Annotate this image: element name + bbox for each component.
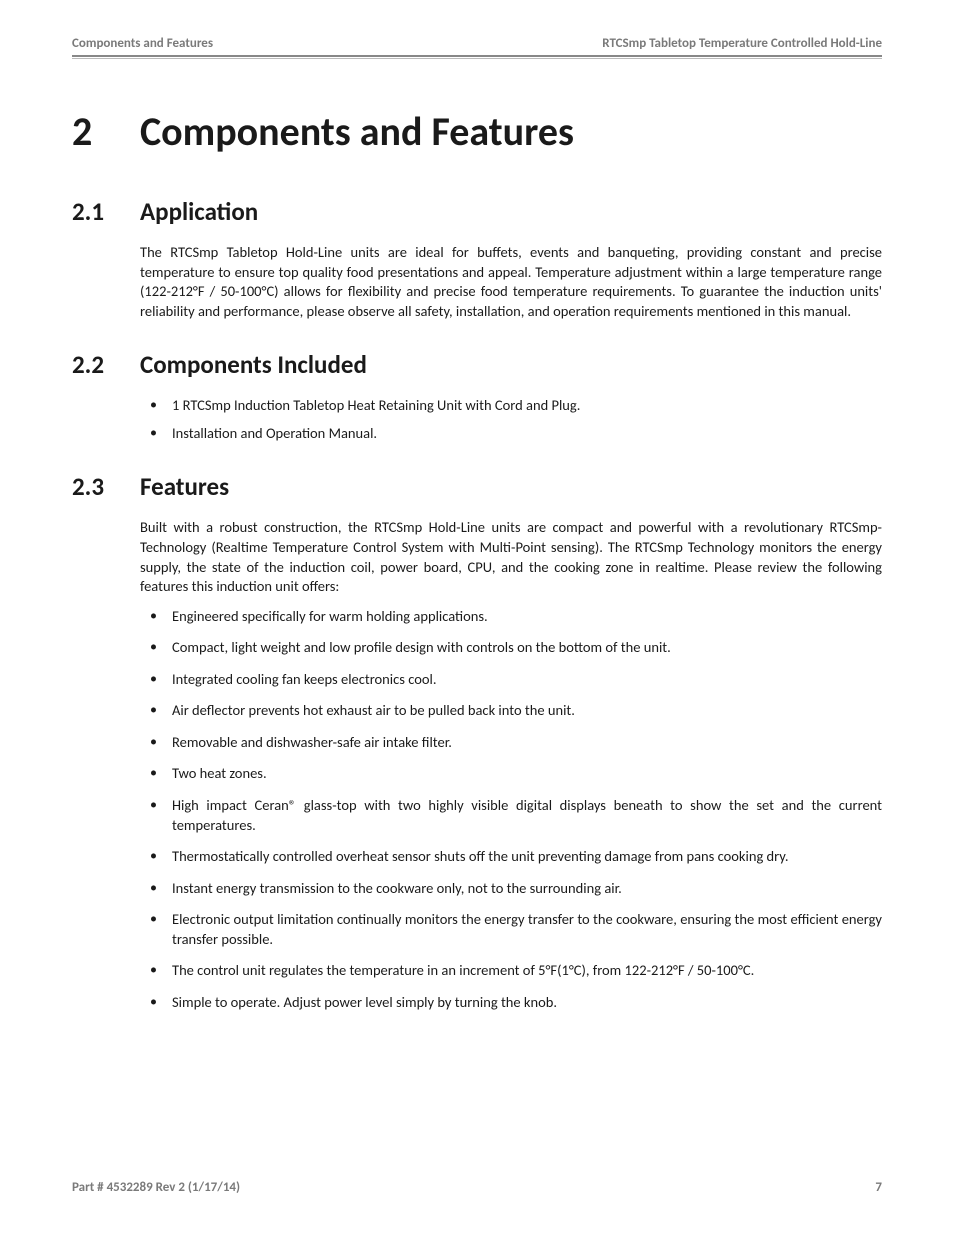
components-list: 1 RTCSmp Induction Tabletop Heat Retaini… xyxy=(140,396,882,443)
section-number: 2.1 xyxy=(72,196,140,227)
header-left: Components and Features xyxy=(72,36,213,51)
application-paragraph: The RTCSmp Tabletop Hold-Line units are … xyxy=(140,243,882,321)
footer-left: Part # 4532289 Rev 2 (1/17/14) xyxy=(72,1180,240,1195)
section-title: Features xyxy=(140,471,229,502)
section-title: Application xyxy=(140,196,258,227)
list-item: Thermostatically controlled overheat sen… xyxy=(140,847,882,867)
chapter-number: 2 xyxy=(72,107,140,156)
footer-page-number: 7 xyxy=(875,1180,882,1195)
header-right: RTCSmp Tabletop Temperature Controlled H… xyxy=(602,36,882,51)
list-item: Compact, light weight and low profile de… xyxy=(140,638,882,658)
chapter-heading: 2 Components and Features xyxy=(72,107,882,156)
list-item: 1 RTCSmp Induction Tabletop Heat Retaini… xyxy=(140,396,882,416)
list-item: Integrated cooling fan keeps electronics… xyxy=(140,670,882,690)
section-title: Components Included xyxy=(140,349,367,380)
list-item: Installation and Operation Manual. xyxy=(140,424,882,444)
page-footer: Part # 4532289 Rev 2 (1/17/14) 7 xyxy=(72,1180,882,1195)
section-heading-features: 2.3 Features xyxy=(72,471,882,502)
page-header: Components and Features RTCSmp Tabletop … xyxy=(72,36,882,55)
list-item: Engineered specifically for warm holding… xyxy=(140,607,882,627)
header-rule xyxy=(72,55,882,59)
section-number: 2.2 xyxy=(72,349,140,380)
section-number: 2.3 xyxy=(72,471,140,502)
list-item: The control unit regulates the temperatu… xyxy=(140,961,882,981)
list-item: Instant energy transmission to the cookw… xyxy=(140,879,882,899)
list-item: Two heat zones. xyxy=(140,764,882,784)
list-item: Simple to operate. Adjust power level si… xyxy=(140,993,882,1013)
section-heading-components: 2.2 Components Included xyxy=(72,349,882,380)
list-item: High impact Ceran® glass-top with two hi… xyxy=(140,796,882,835)
features-list: Engineered specifically for warm holding… xyxy=(140,607,882,1013)
list-item: Electronic output limitation continually… xyxy=(140,910,882,949)
list-item: Air deflector prevents hot exhaust air t… xyxy=(140,701,882,721)
features-paragraph: Built with a robust construction, the RT… xyxy=(140,518,882,596)
chapter-title: Components and Features xyxy=(140,107,574,156)
list-item: Removable and dishwasher-safe air intake… xyxy=(140,733,882,753)
section-heading-application: 2.1 Application xyxy=(72,196,882,227)
